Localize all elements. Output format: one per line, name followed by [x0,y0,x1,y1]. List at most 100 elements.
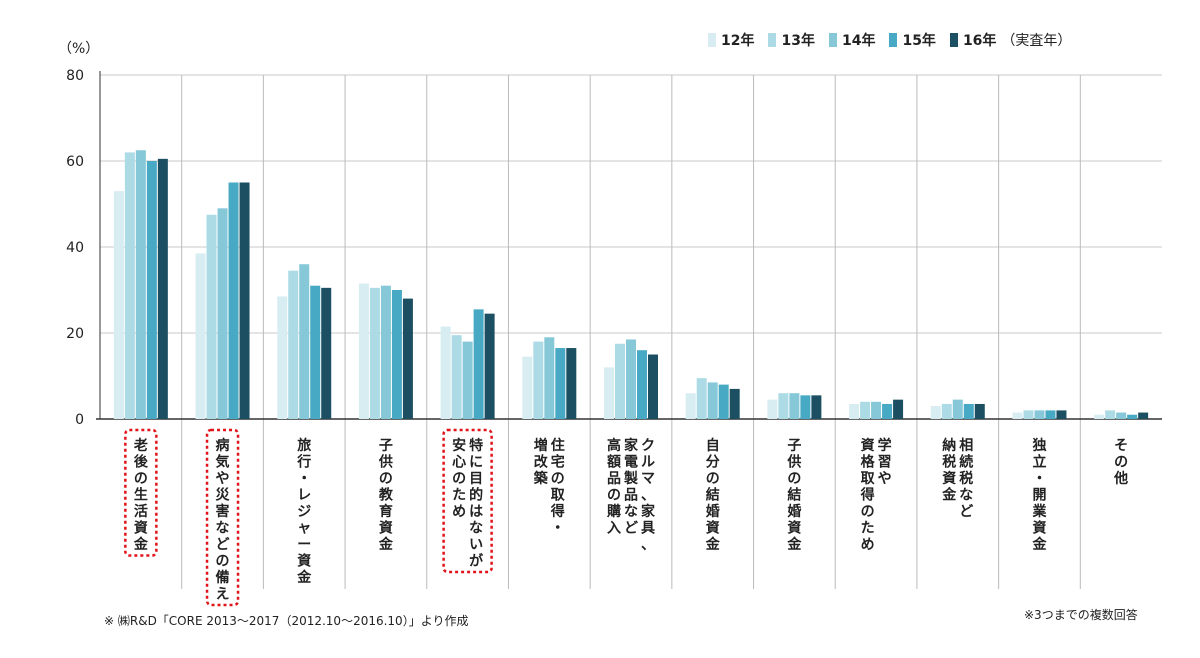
legend-swatch-15 [889,33,898,47]
bar-10-3 [963,403,974,419]
category-label-10-1: 納税資金 [941,437,957,504]
category-label-5-1: 増改築 [533,437,549,487]
bar-11-0 [1012,412,1023,419]
category-label-9-0: 学習や [878,437,892,487]
bar-2-1 [288,270,299,419]
bar-1-4 [239,182,250,419]
bar-11-3 [1045,410,1056,419]
bar-6-0 [604,367,614,419]
y-tick-label-20: 20 [66,326,84,342]
legend-label-14: 14年 [841,33,876,49]
bar-5-1 [533,341,544,419]
bar-9-2 [871,401,882,419]
bar-10-1 [941,403,952,419]
bar-12-2 [1116,412,1127,419]
bar-12-1 [1105,410,1116,419]
bar-12-3 [1127,414,1138,419]
bar-1-0 [195,253,206,419]
bar-0-1 [124,152,135,419]
legend-item-16: 16年 （実査年） [949,30,1072,50]
bar-5-2 [544,337,555,419]
bar-3-1 [369,287,380,419]
bar-10-0 [930,406,941,419]
y-tick-label-40: 40 [66,240,84,256]
legend-label-16: 16年 [962,33,997,49]
bar-3-0 [358,283,369,419]
bar-5-3 [555,348,566,419]
legend-label-12: 12年 [721,33,755,49]
highlight-box-4 [442,428,493,574]
category-label-1-0: 病気や災害などの備え [216,437,231,603]
source-note: ※ ㈱R&D「CORE 2013～2017（2012.10～2016.10）」よ… [104,614,469,628]
bar-2-0 [277,296,288,419]
bar-4-2 [462,341,473,419]
bar-3-4 [402,298,413,419]
bar-11-1 [1023,410,1034,419]
legend-item-14: 14年 [828,30,876,50]
y-tick-label-0: 0 [75,412,84,428]
bar-1-3 [228,182,239,419]
legend-swatch-14 [828,33,837,47]
bar-8-1 [778,393,789,419]
legend-suffix: （実査年） [1001,33,1072,49]
category-label-11-0: 独立・開業資金 [1031,437,1047,553]
bar-8-2 [789,393,800,419]
bar-7-3 [718,384,729,419]
bar-7-1 [696,378,707,419]
bar-0-4 [157,158,168,419]
legend-swatch-12 [708,33,716,47]
bar-9-0 [849,403,860,419]
category-label-6-2: 高額品の購入 [606,437,621,537]
bar-7-2 [707,382,718,419]
bar-11-2 [1034,410,1045,419]
bar-1-1 [206,214,217,419]
bar-4-1 [451,335,462,419]
highlight-box-0 [124,428,158,557]
bar-8-0 [767,399,778,419]
highlight-box-1 [205,428,240,607]
bar-6-3 [637,350,647,419]
category-label-6-1: 家電製品など [623,437,639,537]
bar-4-3 [473,309,484,419]
bar-1-2 [217,208,228,419]
bar-9-1 [860,401,871,419]
bar-10-4 [974,403,985,419]
y-axis-unit-label: （%） [58,41,100,57]
category-label-4-1: 安心のため [452,437,466,520]
bar-9-3 [882,403,893,419]
bar-8-4 [811,395,822,419]
legend: 12年 13年 14年 15年 16年 （実査年） [708,30,1071,50]
category-label-10-0: 相続税など [959,437,973,520]
bar-6-2 [626,339,636,419]
category-label-4-0: 特に目的はないが [469,437,484,570]
legend-label-15: 15年 [902,33,936,49]
category-label-9-1: 資格取得のため [860,437,876,553]
category-label-12-0: その他 [1113,438,1128,487]
bar-10-2 [952,399,963,419]
bar-2-4 [321,287,332,419]
multi-answer-note: ※3つまでの複数回答 [1024,608,1138,622]
bar-6-1 [615,343,625,419]
bar-3-2 [380,285,391,419]
bar-0-0 [113,191,124,419]
category-label-0-0: 老後の生活資金 [133,437,149,553]
legend-item-13: 13年 [768,30,815,50]
y-tick-label-80: 80 [66,68,84,84]
bar-2-2 [299,264,310,419]
category-label-3-0: 子供の教育資金 [378,438,394,553]
bar-11-4 [1056,410,1067,419]
bar-5-4 [566,348,577,419]
bar-0-3 [146,161,157,419]
bar-7-4 [729,388,740,419]
category-label-6-0: クルマ、家具、 [640,438,656,553]
legend-label-13: 13年 [781,33,815,49]
legend-item-12: 12年 [708,30,754,50]
bar-4-0 [440,326,451,419]
bar-2-3 [310,285,321,419]
legend-swatch-13 [768,33,777,47]
category-label-5-0: 住宅の取得・ [550,437,566,537]
category-label-2-0: 旅行・レジャー資金 [296,437,312,586]
category-label-7-0: 自分の結婚資金 [705,437,721,553]
y-tick-label-60: 60 [66,154,84,170]
